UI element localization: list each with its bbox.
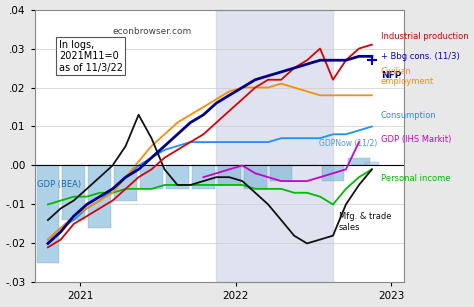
Bar — [244, 165, 266, 189]
Bar — [218, 165, 240, 185]
Bar — [36, 165, 59, 263]
Text: Personal income: Personal income — [381, 174, 450, 183]
Bar — [270, 165, 292, 181]
Text: In logs,
2021M11=0
as of 11/3/22: In logs, 2021M11=0 as of 11/3/22 — [59, 40, 123, 73]
Text: econbrowser.com: econbrowser.com — [112, 27, 191, 36]
Text: NFP: NFP — [381, 71, 401, 80]
Text: Mfg. & trade
sales: Mfg. & trade sales — [338, 212, 391, 232]
Bar — [114, 165, 137, 200]
Text: GDP (BEA): GDP (BEA) — [36, 181, 81, 189]
Text: GDPNow (11/2): GDPNow (11/2) — [319, 139, 377, 148]
Text: Civilian
employment: Civilian employment — [381, 67, 434, 86]
Bar — [365, 161, 379, 165]
Bar — [216, 10, 333, 282]
Text: + Bbg cons. (11/3): + Bbg cons. (11/3) — [381, 52, 459, 61]
Bar — [192, 165, 215, 189]
Bar — [63, 165, 85, 220]
Bar — [322, 165, 344, 181]
Bar — [348, 158, 370, 165]
Text: Industrial production: Industrial production — [381, 32, 468, 41]
Bar — [140, 165, 163, 189]
Bar — [89, 165, 111, 228]
Text: Consumption: Consumption — [381, 111, 437, 120]
Bar — [166, 165, 189, 189]
Text: GDP (IHS Markit): GDP (IHS Markit) — [381, 135, 451, 144]
